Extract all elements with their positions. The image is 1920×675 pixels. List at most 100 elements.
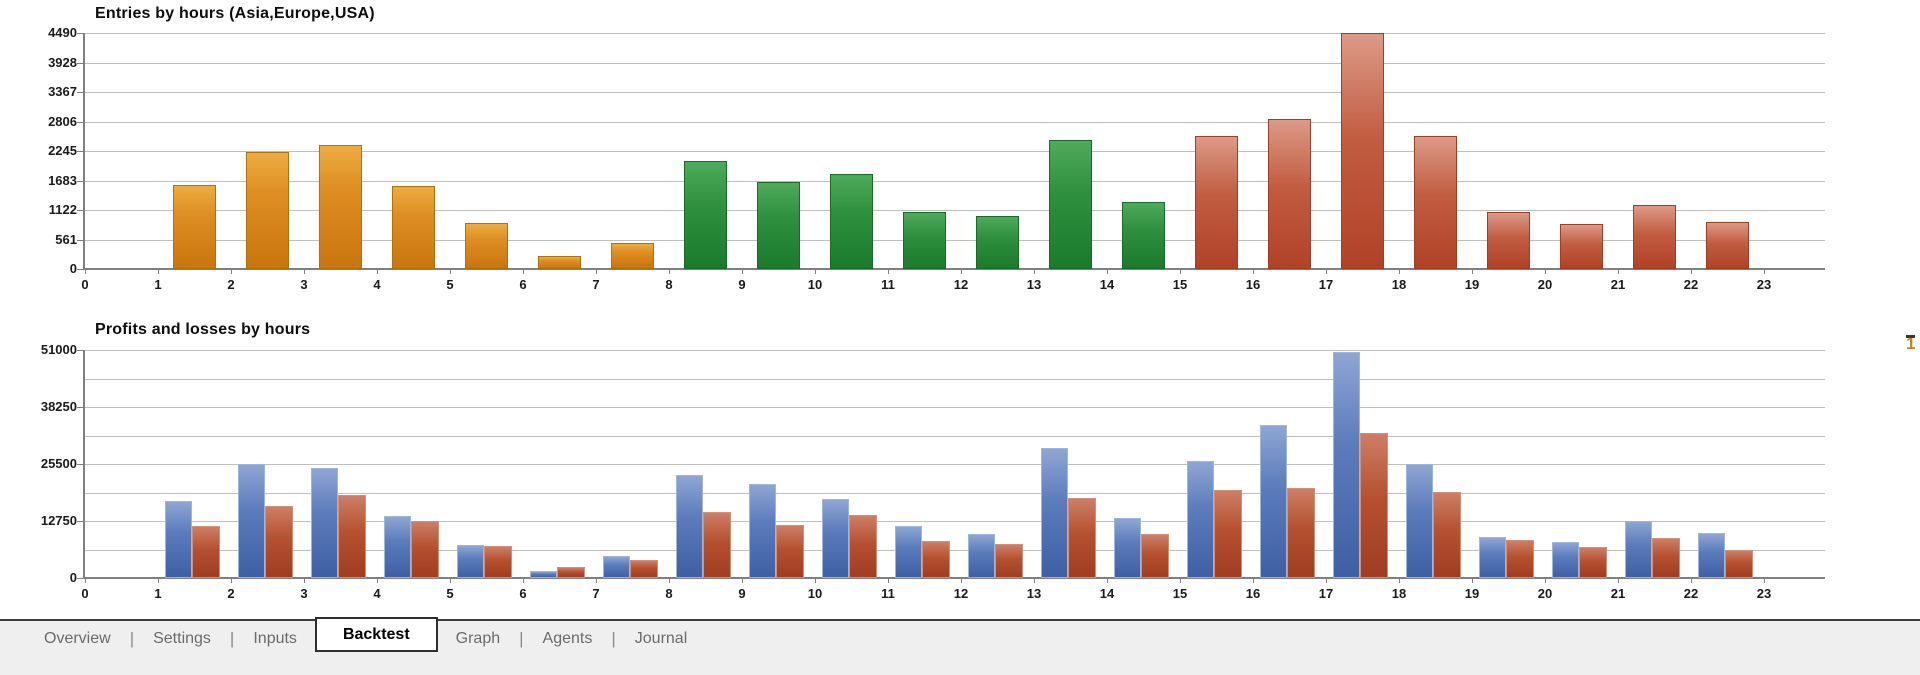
profits-bar-hour-15 xyxy=(1186,461,1215,578)
losses-bar-hour-21 xyxy=(1652,538,1681,578)
x-axis-tick xyxy=(596,269,597,274)
x-axis-label: 20 xyxy=(1537,277,1553,292)
x-axis-label: 3 xyxy=(300,586,308,601)
gridline xyxy=(85,521,1825,522)
y-axis-tick xyxy=(77,578,83,579)
gridline xyxy=(85,549,1825,551)
tab-separator: | xyxy=(519,629,524,648)
tab-backtest[interactable]: Backtest xyxy=(314,617,438,652)
profits-chart-title: Profits and losses by hours xyxy=(95,321,311,338)
y-axis-tick xyxy=(77,62,83,64)
profits-bar-hour-18 xyxy=(1405,464,1434,578)
losses-bar-hour-15 xyxy=(1214,489,1243,578)
x-axis-tick xyxy=(1326,578,1327,583)
y-axis-label: 12750 xyxy=(40,513,77,528)
tab-separator: | xyxy=(129,629,135,648)
y-axis-label: 0 xyxy=(69,261,77,276)
x-axis-tick xyxy=(1399,269,1400,274)
x-axis-label: 19 xyxy=(1464,586,1480,601)
gridline xyxy=(85,92,1825,94)
x-axis-tick xyxy=(742,269,743,274)
x-axis-label: 16 xyxy=(1245,586,1261,601)
profits-bar-hour-1 xyxy=(164,501,193,578)
entries-bar-hour-12 xyxy=(975,216,1020,269)
x-axis-label: 22 xyxy=(1683,277,1699,292)
x-axis-label: 11 xyxy=(881,277,895,292)
x-axis-label: 23 xyxy=(1756,586,1772,601)
x-axis-tick xyxy=(815,269,816,274)
x-axis-label: 15 xyxy=(1172,277,1188,292)
profits-bar-hour-7 xyxy=(602,556,631,578)
profits-bar-hour-12 xyxy=(967,534,996,578)
x-axis-label: 5 xyxy=(446,277,454,292)
x-axis-tick xyxy=(158,578,159,583)
entries-bar-hour-9 xyxy=(756,181,801,269)
tab-graph[interactable]: Graph xyxy=(455,630,501,647)
y-axis-tick xyxy=(77,269,83,270)
x-axis-label: 14 xyxy=(1099,277,1115,292)
entries-bar-hour-4 xyxy=(391,186,436,269)
losses-bar-hour-1 xyxy=(192,525,221,578)
losses-bar-hour-22 xyxy=(1725,549,1754,578)
y-axis-label: 561 xyxy=(55,231,77,247)
losses-bar-hour-8 xyxy=(703,511,732,578)
gridline xyxy=(85,435,1825,437)
x-axis-tick xyxy=(1107,269,1108,274)
entries-bar-hour-15 xyxy=(1194,136,1239,269)
x-axis-tick xyxy=(1253,269,1254,274)
x-axis-tick xyxy=(961,269,962,274)
losses-bar-hour-14 xyxy=(1141,534,1170,578)
x-axis-tick xyxy=(1253,578,1254,583)
profits-chart-plot: 51000 38250 25500 12750 0 0 1 2 3 4 5 6 7 8 9 10 11 12 13 1… xyxy=(41,342,1825,601)
y-axis-label: 3367 xyxy=(48,84,77,100)
x-axis-label: 6 xyxy=(519,277,527,292)
losses-bar-hour-5 xyxy=(484,546,513,578)
tab-inputs[interactable]: Inputs xyxy=(253,630,297,647)
tab-agents[interactable]: Agents xyxy=(542,630,593,647)
tab-journal[interactable]: Journal xyxy=(634,630,688,647)
x-axis-tick xyxy=(523,578,524,583)
x-axis-label: 0 xyxy=(81,586,89,601)
entries-bar-hour-19 xyxy=(1486,211,1531,269)
tab-overview[interactable]: Overview xyxy=(44,630,111,647)
profits-bar-hour-2 xyxy=(237,464,266,578)
x-axis-label: 13 xyxy=(1026,277,1042,292)
x-axis-tick xyxy=(1180,269,1181,274)
tab-separator: | xyxy=(611,629,616,648)
profits-bar-hour-9 xyxy=(748,483,777,578)
x-axis-tick xyxy=(888,578,889,583)
entries-bar-hour-18 xyxy=(1413,136,1458,269)
x-axis-label: 7 xyxy=(592,586,600,601)
y-axis-label: 38250 xyxy=(40,399,77,414)
x-axis-tick xyxy=(1545,269,1546,274)
y-axis-tick xyxy=(77,464,83,465)
gridline xyxy=(85,121,1825,123)
y-axis-label: 2806 xyxy=(48,113,77,129)
x-axis-label: 2 xyxy=(227,586,235,601)
gridline xyxy=(85,350,1825,351)
x-axis-label: 8 xyxy=(665,277,673,292)
profits-bar-hour-10 xyxy=(821,498,850,578)
y-axis-label: 51000 xyxy=(40,342,77,357)
x-axis-line xyxy=(83,577,1825,579)
x-axis-tick xyxy=(85,269,86,274)
x-axis-tick xyxy=(815,578,816,583)
losses-bar-hour-13 xyxy=(1068,497,1097,578)
x-axis-tick xyxy=(1034,269,1035,274)
clipped-axis-digit: 1 xyxy=(1906,334,1920,360)
profits-bar-hour-16 xyxy=(1259,425,1288,578)
y-axis-line xyxy=(83,350,85,578)
entries-bar-hour-3 xyxy=(318,145,363,269)
x-axis-tick xyxy=(669,269,670,274)
tab-settings[interactable]: Settings xyxy=(153,630,211,647)
x-axis-label: 17 xyxy=(1318,277,1334,292)
profits-bar-hour-3 xyxy=(310,467,339,578)
entries-bar-hour-7 xyxy=(610,242,655,269)
x-axis-label: 4 xyxy=(373,277,381,292)
x-axis-label: 18 xyxy=(1391,277,1407,292)
entries-bar-hour-8 xyxy=(683,161,728,269)
x-axis-tick xyxy=(158,269,159,274)
y-axis-label: 3928 xyxy=(48,54,77,70)
y-axis-label: 25500 xyxy=(40,456,77,471)
profits-bar-hour-8 xyxy=(675,474,704,578)
